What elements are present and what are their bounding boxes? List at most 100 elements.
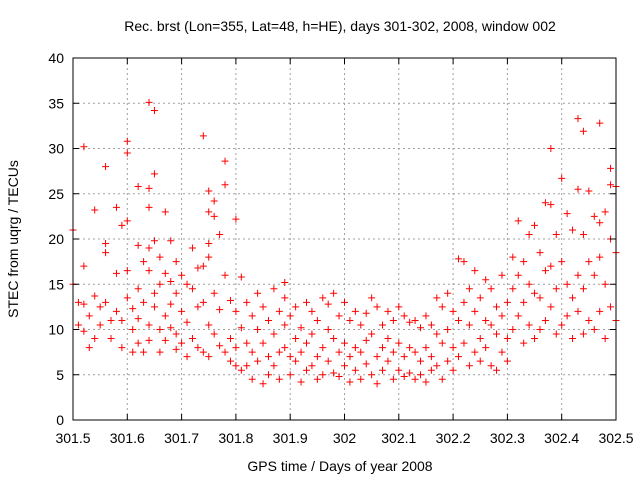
data-point [346, 378, 354, 386]
data-point [150, 289, 158, 297]
x-tick-label: 302.3 [490, 430, 525, 446]
data-point [541, 316, 549, 324]
data-point [178, 339, 186, 347]
data-point [368, 371, 376, 379]
data-point [145, 184, 153, 192]
data-point [335, 373, 343, 381]
data-point [80, 262, 88, 270]
data-point [286, 312, 294, 320]
data-point [308, 362, 316, 370]
data-point [514, 217, 522, 225]
y-tick-label: 20 [48, 231, 64, 247]
data-point [237, 324, 245, 332]
data-point [96, 303, 104, 311]
data-point [498, 312, 506, 320]
data-point [210, 330, 218, 338]
data-point [161, 336, 169, 344]
data-point [199, 348, 207, 356]
data-point [503, 335, 511, 343]
data-point [411, 375, 419, 383]
data-point [270, 330, 278, 338]
data-point [351, 344, 359, 352]
data-point [145, 321, 153, 329]
data-point [134, 285, 142, 293]
data-point [286, 371, 294, 379]
data-point [460, 258, 468, 266]
data-point [395, 366, 403, 374]
data-point [275, 375, 283, 383]
data-point [129, 348, 137, 356]
data-point [91, 206, 99, 214]
data-point [438, 303, 446, 311]
data-point [199, 132, 207, 140]
data-point [552, 330, 560, 338]
data-point [205, 253, 213, 261]
data-point [482, 316, 490, 324]
data-point [509, 253, 517, 261]
data-point [205, 240, 213, 248]
data-point [335, 312, 343, 320]
data-point [150, 237, 158, 245]
x-tick-label: 302.2 [436, 430, 471, 446]
data-point [531, 221, 539, 229]
data-point [536, 249, 544, 257]
data-point [400, 373, 408, 381]
data-point [281, 278, 289, 286]
y-tick-label: 0 [56, 412, 64, 428]
data-point [118, 221, 126, 229]
data-point [205, 353, 213, 361]
data-point [118, 344, 126, 352]
data-point [384, 357, 392, 365]
data-point [270, 362, 278, 370]
data-point [123, 137, 131, 145]
data-point [286, 353, 294, 361]
data-point [357, 375, 365, 383]
data-point [172, 258, 180, 266]
data-point [199, 298, 207, 306]
data-point [362, 336, 370, 344]
data-point [514, 312, 522, 320]
data-point [406, 318, 414, 326]
data-point [254, 326, 262, 333]
data-point [102, 240, 110, 248]
data-point [552, 230, 560, 238]
data-point [503, 357, 511, 365]
data-point [460, 339, 468, 347]
data-point [493, 366, 501, 374]
data-point [579, 330, 587, 338]
data-point [330, 369, 338, 377]
data-point [259, 339, 267, 347]
data-point [400, 353, 408, 361]
data-point [601, 280, 609, 288]
data-point [145, 203, 153, 211]
data-point [156, 280, 164, 288]
data-point [379, 344, 387, 352]
data-point [232, 215, 240, 223]
data-point [172, 330, 180, 338]
data-point [292, 335, 300, 343]
data-point [248, 375, 256, 383]
data-point [237, 273, 245, 281]
data-point [85, 312, 93, 320]
data-point [357, 321, 365, 329]
data-point [134, 315, 142, 323]
data-point [351, 307, 359, 315]
data-point [221, 348, 229, 356]
data-point [188, 244, 196, 252]
x-tick-label: 301.6 [110, 430, 145, 446]
data-point [558, 321, 566, 329]
data-point [498, 271, 506, 279]
data-point [590, 212, 598, 220]
data-point [487, 362, 495, 370]
data-point [346, 353, 354, 361]
data-point [210, 289, 218, 297]
data-point [140, 298, 148, 306]
data-point [525, 280, 533, 288]
data-point [270, 285, 278, 293]
data-point [585, 258, 593, 266]
data-point [308, 330, 316, 338]
data-point [569, 335, 577, 343]
data-point [607, 181, 615, 189]
data-point [579, 127, 587, 135]
